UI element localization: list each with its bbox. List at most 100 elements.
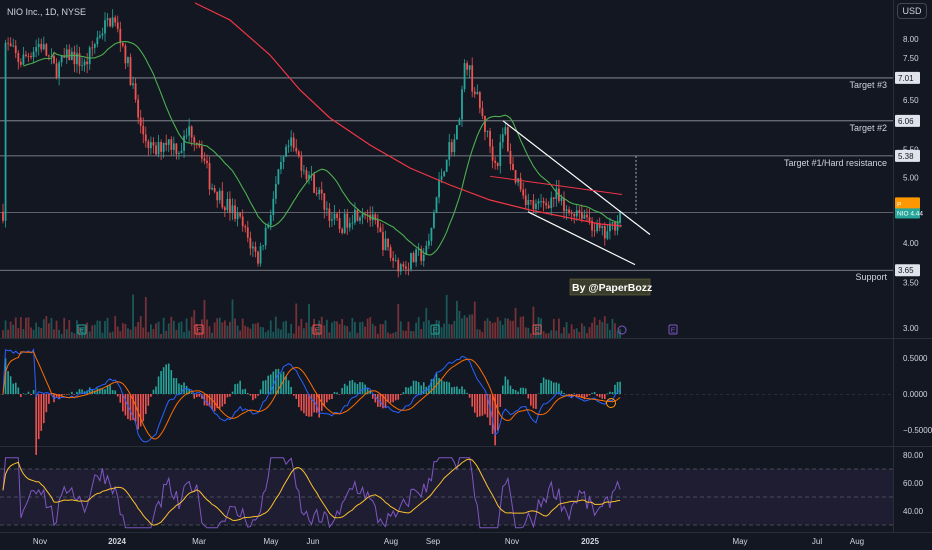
volume-bar <box>308 303 310 338</box>
macd-histogram-bar <box>35 394 37 455</box>
macd-histogram-bar <box>461 386 463 394</box>
candle-body <box>231 205 234 213</box>
volume-bar <box>93 324 96 338</box>
macd-histogram-bar <box>440 379 443 394</box>
candle-body <box>65 49 68 58</box>
volume-bar <box>387 332 389 338</box>
candle-body <box>371 214 374 221</box>
time-tick-label: Sep <box>426 537 441 546</box>
macd-histogram-bar <box>384 394 387 408</box>
macd-histogram-bar <box>132 394 134 421</box>
time-tick-label: Jul <box>812 537 822 546</box>
macd-histogram-bar <box>313 394 315 413</box>
candle-body <box>142 125 145 135</box>
volume-bar <box>19 317 22 338</box>
candle-body <box>570 213 573 214</box>
volume-bar <box>244 325 247 338</box>
candle-body <box>501 134 504 143</box>
volume-bar <box>231 299 234 338</box>
candle-body <box>188 126 191 136</box>
price-tick-label: 8.00 <box>903 35 919 44</box>
macd-histogram-bar <box>282 371 285 394</box>
volume-bar <box>341 318 344 338</box>
macd-histogram-bar <box>481 394 484 416</box>
candle-body <box>512 164 514 171</box>
candle-body <box>239 212 242 217</box>
volume-bar <box>206 319 208 338</box>
volume-bar <box>297 325 300 338</box>
volume-bar <box>157 321 160 338</box>
macd-histogram-bar <box>170 370 173 394</box>
candle-body <box>563 197 565 212</box>
candle-body <box>269 214 272 226</box>
macd-histogram-bar <box>91 389 94 394</box>
currency-button[interactable]: USD <box>897 3 927 19</box>
macd-histogram-bar <box>366 387 369 394</box>
candle-body <box>598 223 601 228</box>
candle-body <box>343 213 346 233</box>
earnings-marker <box>430 324 440 335</box>
macd-pane <box>0 348 893 455</box>
candle-body <box>491 146 494 161</box>
candle-body <box>4 42 7 221</box>
macd-histogram-bar <box>540 382 542 394</box>
macd-histogram-bar <box>188 388 190 394</box>
macd-histogram-bar <box>512 388 514 394</box>
candle-body <box>213 187 216 192</box>
macd-histogram-bar <box>244 388 247 394</box>
macd-histogram-bar <box>224 394 226 405</box>
macd-histogram-bar <box>586 394 588 397</box>
volume-bar <box>586 333 588 338</box>
candle-body <box>481 108 484 116</box>
candle-body <box>104 20 106 34</box>
macd-histogram-bar <box>542 377 545 394</box>
earnings-marker <box>668 324 678 335</box>
volume-bar <box>371 323 374 338</box>
volume-bar <box>361 321 364 338</box>
candle-body <box>417 248 420 250</box>
volume-bar <box>448 324 451 338</box>
volume-bar <box>468 314 471 338</box>
volume-bar <box>476 329 479 338</box>
macd-histogram-bar <box>48 394 50 404</box>
candle-body <box>155 145 157 155</box>
macd-histogram-bar <box>356 383 359 394</box>
candle-body <box>267 225 270 228</box>
macd-histogram-bar <box>387 394 389 402</box>
volume-bar <box>382 324 384 338</box>
candle-body <box>394 259 397 261</box>
candle-body <box>259 246 262 264</box>
volume-bar <box>300 318 303 338</box>
volume-bar <box>63 317 66 338</box>
volume-bar <box>198 333 201 338</box>
candle-body <box>203 158 206 161</box>
time-tick-label: Mar <box>192 537 206 546</box>
volume-bar <box>139 316 142 338</box>
macd-histogram-bar <box>218 394 221 409</box>
volume-bar <box>12 324 15 338</box>
volume-bar <box>259 326 262 338</box>
candle-body <box>473 91 476 95</box>
macd-histogram-bar <box>343 383 346 394</box>
volume-bar <box>443 323 446 338</box>
candle-body <box>221 190 224 208</box>
candle-body <box>565 209 568 212</box>
volume-bar <box>292 333 295 338</box>
volume-bar <box>407 321 410 338</box>
macd-histogram-bar <box>364 384 366 394</box>
candle-body <box>361 214 364 218</box>
candle-body <box>229 198 231 213</box>
macd-histogram-bar <box>175 378 178 394</box>
candle-body <box>226 198 229 211</box>
macd-histogram-bar <box>415 380 417 394</box>
candle-body <box>249 237 252 249</box>
candle-body <box>91 47 94 49</box>
macd-histogram-bar <box>226 394 229 398</box>
macd-histogram-bar <box>99 388 101 394</box>
macd-histogram-bar <box>407 387 410 394</box>
candle-body <box>257 251 259 264</box>
rsi-line <box>2 457 621 529</box>
macd-histogram-bar <box>575 394 578 396</box>
candle-body <box>494 160 497 163</box>
volume-bar <box>285 320 287 338</box>
